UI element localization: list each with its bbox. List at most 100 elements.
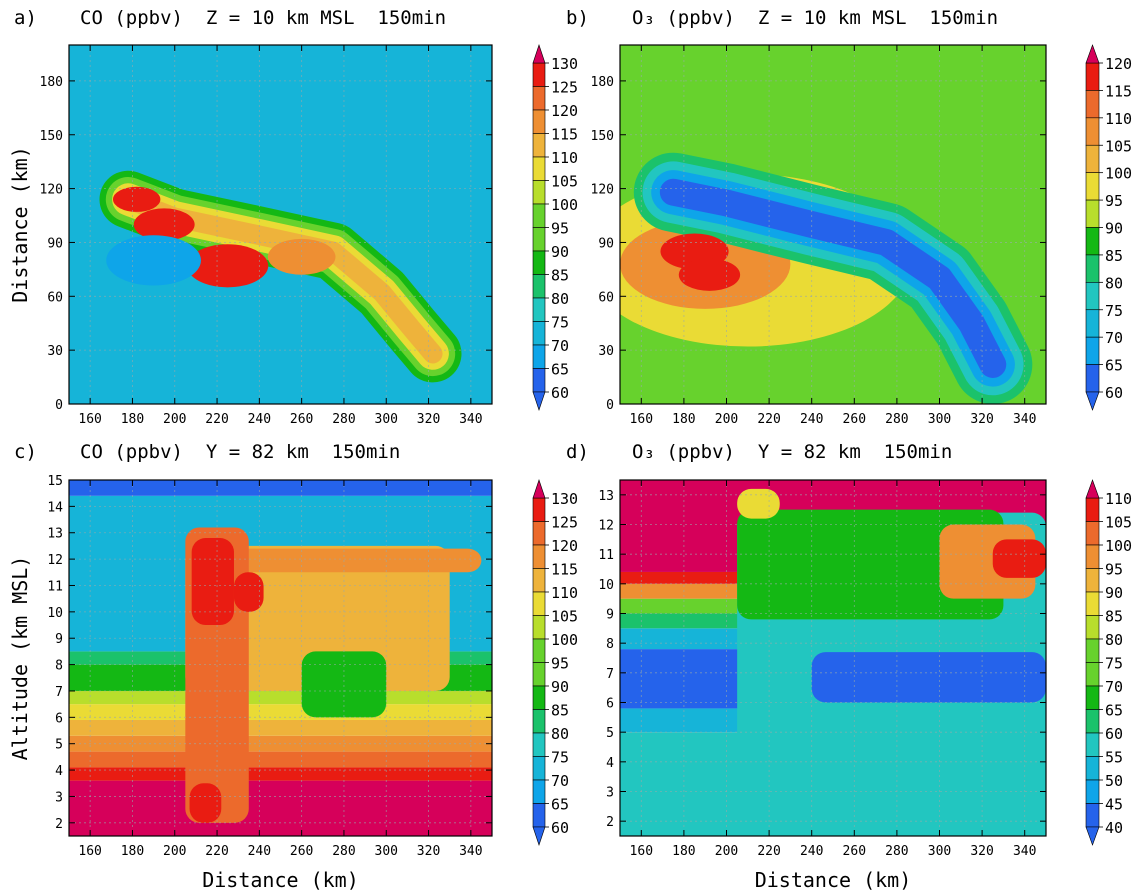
colorbar-label: 65 <box>551 361 569 379</box>
x-tick-label: 200 <box>715 844 738 859</box>
colorbar-arrow-low <box>532 391 546 411</box>
x-tick-label: 320 <box>417 412 440 427</box>
colorbar-arrow-low <box>532 826 546 846</box>
y-tick-label: 60 <box>598 290 614 305</box>
colorbar-label: 80 <box>551 290 569 308</box>
colorbar-arrow-low <box>1085 826 1100 846</box>
x-tick-label: 280 <box>885 844 908 859</box>
field-c <box>69 480 492 836</box>
colorbar-label: 60 <box>1105 384 1123 402</box>
y-tick-label: 180 <box>40 75 63 90</box>
y-tick-label: 9 <box>606 608 614 623</box>
colorbar-label: 95 <box>551 220 569 238</box>
plot-frame <box>68 479 493 837</box>
colorbar-c: 130 125 120 115 110 105 100 95 90 85 80 75 70 65 60 <box>532 479 578 846</box>
colorbar-box <box>532 227 546 252</box>
panel-label: d) <box>566 441 589 463</box>
colorbar-box <box>1085 172 1100 201</box>
contour-region <box>106 235 201 286</box>
x-tick-label: 200 <box>163 844 186 859</box>
x-tick-label: 240 <box>248 412 271 427</box>
y-tick-label: 120 <box>591 183 614 198</box>
contour-region <box>301 651 387 718</box>
x-tick-label: 320 <box>417 844 440 859</box>
y-tick-label: 5 <box>55 738 63 753</box>
colorbar-box <box>532 638 546 663</box>
plot-frame <box>619 479 1047 837</box>
colorbar-label: 100 <box>1105 165 1132 183</box>
colorbar-box <box>1085 497 1100 522</box>
y-tick-label: 13 <box>598 489 614 504</box>
colorbar-label: 130 <box>551 55 578 73</box>
y-tick-label: 90 <box>47 236 63 251</box>
colorbar-box <box>532 732 546 757</box>
x-tick-label: 240 <box>248 844 271 859</box>
colorbar-label: 40 <box>1105 819 1123 837</box>
colorbar-arrow-high <box>1085 44 1100 64</box>
colorbar-box <box>1085 638 1100 663</box>
contour-region <box>191 538 234 626</box>
colorbar-label: 120 <box>551 537 578 555</box>
y-tick-label: 6 <box>606 697 614 712</box>
colorbar-box <box>532 779 546 804</box>
colorbar-box <box>1085 364 1100 393</box>
plot-frame <box>619 44 1047 405</box>
colorbar-box <box>1085 199 1100 228</box>
x-tick-label: 260 <box>290 412 313 427</box>
colorbar-box <box>532 591 546 616</box>
colorbar-label: 115 <box>1105 82 1132 100</box>
colorbar-label: 70 <box>1105 329 1123 347</box>
colorbar-box <box>1085 662 1100 687</box>
x-tick-label: 200 <box>715 412 738 427</box>
colorbar-box <box>1085 803 1100 828</box>
colorbar-box <box>532 615 546 640</box>
colorbar-label: 80 <box>1105 274 1123 292</box>
x-tick-label: 160 <box>630 412 653 427</box>
colorbar-box <box>532 803 546 828</box>
colorbar-box <box>1085 227 1100 256</box>
y-tick-label: 30 <box>47 344 63 359</box>
x-tick-label: 240 <box>800 412 823 427</box>
colorbar-label: 75 <box>1105 655 1123 673</box>
panel-title: O₃ (ppbv) Z = 10 km MSL 150min <box>632 7 998 29</box>
x-tick-label: 180 <box>121 844 144 859</box>
y-tick-label: 0 <box>55 398 63 413</box>
contour-region <box>189 783 222 823</box>
colorbar-label: 75 <box>1105 302 1123 320</box>
colorbar-label: 105 <box>1105 514 1132 532</box>
colorbar-box <box>1085 615 1100 640</box>
x-tick-label: 160 <box>78 412 101 427</box>
colorbar-label: 85 <box>1105 247 1123 265</box>
y-tick-label: 5 <box>606 726 614 741</box>
y-tick-label: 6 <box>55 711 63 726</box>
colorbar-box <box>532 86 546 111</box>
colorbar-box <box>1085 685 1100 710</box>
x-tick-label: 280 <box>885 412 908 427</box>
x-tick-label: 280 <box>332 412 355 427</box>
contour-region <box>811 652 1046 703</box>
y-tick-label: 9 <box>55 632 63 647</box>
colorbar-label: 45 <box>1105 796 1123 814</box>
colorbar-label: 100 <box>551 631 578 649</box>
colorbar-label: 60 <box>551 384 569 402</box>
panel-b: 160 180 200 220 240 260 280 300 320 3400306090120… <box>566 7 1132 427</box>
contour-region <box>112 186 161 212</box>
colorbar-box <box>1085 779 1100 804</box>
panel-label: a) <box>14 7 37 29</box>
colorbar-box <box>532 662 546 687</box>
field-a <box>69 45 492 404</box>
colorbar-label: 120 <box>551 102 578 120</box>
colorbar-d: 110 105 100 95 90 85 80 75 70 65 60 55 50 45 40 <box>1085 479 1132 846</box>
x-tick-label: 340 <box>459 844 482 859</box>
colorbar-box <box>532 368 546 393</box>
y-tick-label: 2 <box>606 815 614 830</box>
y-tick-label: 4 <box>606 756 614 771</box>
colorbar-label: 105 <box>551 608 578 626</box>
x-tick-label: 320 <box>970 412 993 427</box>
colorbar-box <box>1085 62 1100 91</box>
colorbar-label: 120 <box>1105 55 1132 73</box>
y-tick-label: 30 <box>598 344 614 359</box>
contour-region <box>233 572 264 612</box>
colorbar-box <box>532 133 546 158</box>
